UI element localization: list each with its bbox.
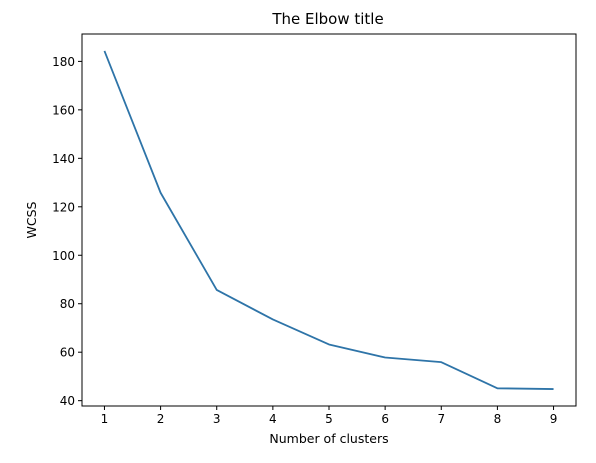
x-tick-label: 2	[157, 412, 165, 426]
y-axis-ticks: 40 60 80 100 120 140 160 180	[52, 55, 82, 408]
chart-title: The Elbow title	[271, 10, 383, 28]
y-tick-label: 100	[52, 249, 75, 263]
x-axis-label: Number of clusters	[269, 431, 388, 446]
y-tick-label: 40	[60, 394, 75, 408]
axes-frame	[82, 34, 576, 406]
y-tick-label: 60	[60, 346, 75, 360]
y-axis-label: WCSS	[24, 201, 39, 238]
y-tick-label: 80	[60, 297, 75, 311]
x-tick-label: 4	[269, 412, 277, 426]
x-axis-ticks: 1 2 3 4 5 6 7 8 9	[101, 406, 558, 426]
x-tick-label: 6	[381, 412, 389, 426]
x-tick-label: 1	[101, 412, 109, 426]
x-tick-label: 3	[213, 412, 221, 426]
x-tick-label: 5	[325, 412, 333, 426]
plot-area: 1 2 3 4 5 6 7 8 9 40 60 80 100 120 140 160 180	[52, 34, 576, 426]
x-tick-label: 8	[494, 412, 502, 426]
y-tick-label: 160	[52, 103, 75, 117]
wcss-series-line	[104, 51, 553, 389]
y-tick-label: 120	[52, 200, 75, 214]
x-tick-label: 7	[437, 412, 445, 426]
y-tick-label: 180	[52, 55, 75, 69]
y-tick-label: 140	[52, 152, 75, 166]
x-tick-label: 9	[550, 412, 558, 426]
